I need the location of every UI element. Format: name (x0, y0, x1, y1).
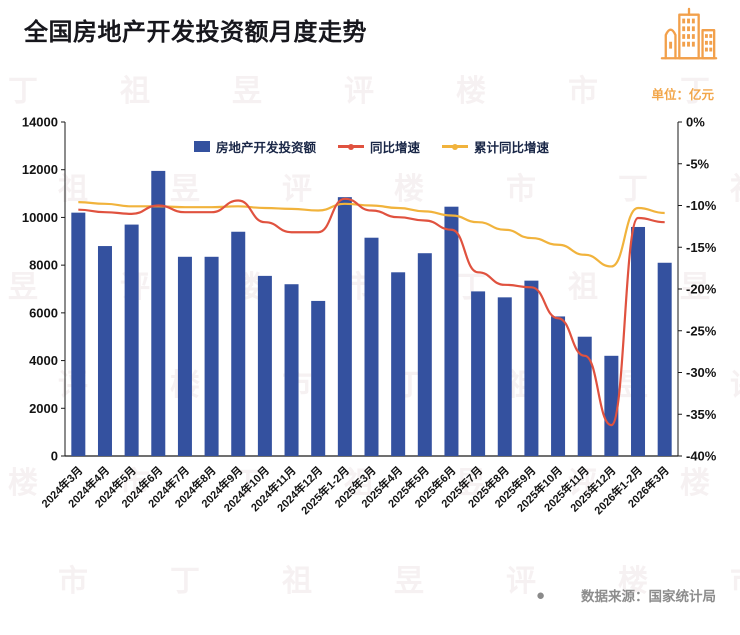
left-axis-label: 4000 (29, 353, 58, 368)
bar (631, 226, 646, 456)
bar (257, 275, 272, 456)
investment-chart: 14000 12000 10000 8000 6000 4000 2000 0 0% -5% -10… (22, 115, 717, 518)
bar (71, 212, 86, 456)
legend-item-yoy: 同比增速 (337, 137, 420, 156)
bar (471, 291, 486, 456)
bar (524, 280, 539, 456)
right-axis-label: -35% (686, 407, 717, 422)
bar (97, 246, 112, 456)
right-axis-label: -20% (686, 282, 717, 297)
bar (657, 262, 672, 456)
right-axis-label: -15% (686, 240, 717, 255)
bar (231, 231, 246, 456)
chart-area: 14000 12000 10000 8000 6000 4000 2000 0 0% -5% -10… (0, 100, 740, 595)
unit-label: 单位：亿元 (651, 88, 714, 102)
bar (551, 316, 566, 456)
bar (204, 256, 219, 456)
source-label: 数据来源：国家统计局 (581, 589, 716, 604)
legend-item-investment: 房地产开发投资额 (193, 137, 316, 156)
source-note: ● 数据来源：国家统计局 (536, 585, 716, 605)
left-axis-label: 8000 (29, 258, 58, 273)
right-axis-label: -40% (686, 449, 717, 464)
bar (604, 355, 619, 456)
cumulative-growth-line (78, 201, 665, 268)
bar (151, 170, 166, 456)
bar (337, 197, 352, 456)
bar-swatch-icon (193, 141, 210, 152)
line-swatch-icon (337, 143, 364, 150)
left-axis-label: 2000 (29, 401, 58, 416)
left-axis-label: 0 (51, 449, 58, 464)
bar (417, 253, 432, 456)
buildings-icon (660, 7, 718, 60)
bar (124, 224, 139, 456)
right-axis-label: 0% (686, 115, 705, 130)
legend-item-cumulative: 累计同比增速 (442, 137, 549, 156)
legend-label-cumulative: 累计同比增速 (474, 141, 550, 155)
line-swatch-icon (442, 143, 468, 150)
left-axis-label: 6000 (29, 305, 58, 320)
bar (177, 256, 192, 456)
yoy-growth-line (78, 197, 665, 427)
bar (444, 206, 459, 456)
left-axis-label: 14000 (22, 115, 58, 130)
bar (497, 297, 512, 456)
bar (364, 237, 379, 456)
bullet-icon: ● (535, 586, 545, 604)
right-axis-label: -5% (686, 156, 710, 171)
bar (577, 336, 592, 456)
left-axis-label: 10000 (22, 210, 58, 225)
chart-legend: 房地产开发投资额 同比增速 累计同比增速 (65, 137, 678, 156)
right-axis-label: -10% (686, 198, 717, 213)
bar (284, 284, 299, 456)
legend-label-yoy: 同比增速 (369, 141, 420, 155)
bar (311, 300, 326, 456)
page-title: 全国房地产开发投资额月度走势 (24, 19, 367, 46)
left-axis-label: 12000 (22, 162, 58, 177)
right-axis-label: -25% (686, 323, 717, 338)
right-axis-label: -30% (686, 365, 717, 380)
bar (391, 272, 406, 456)
legend-label-investment: 房地产开发投资额 (215, 141, 316, 155)
